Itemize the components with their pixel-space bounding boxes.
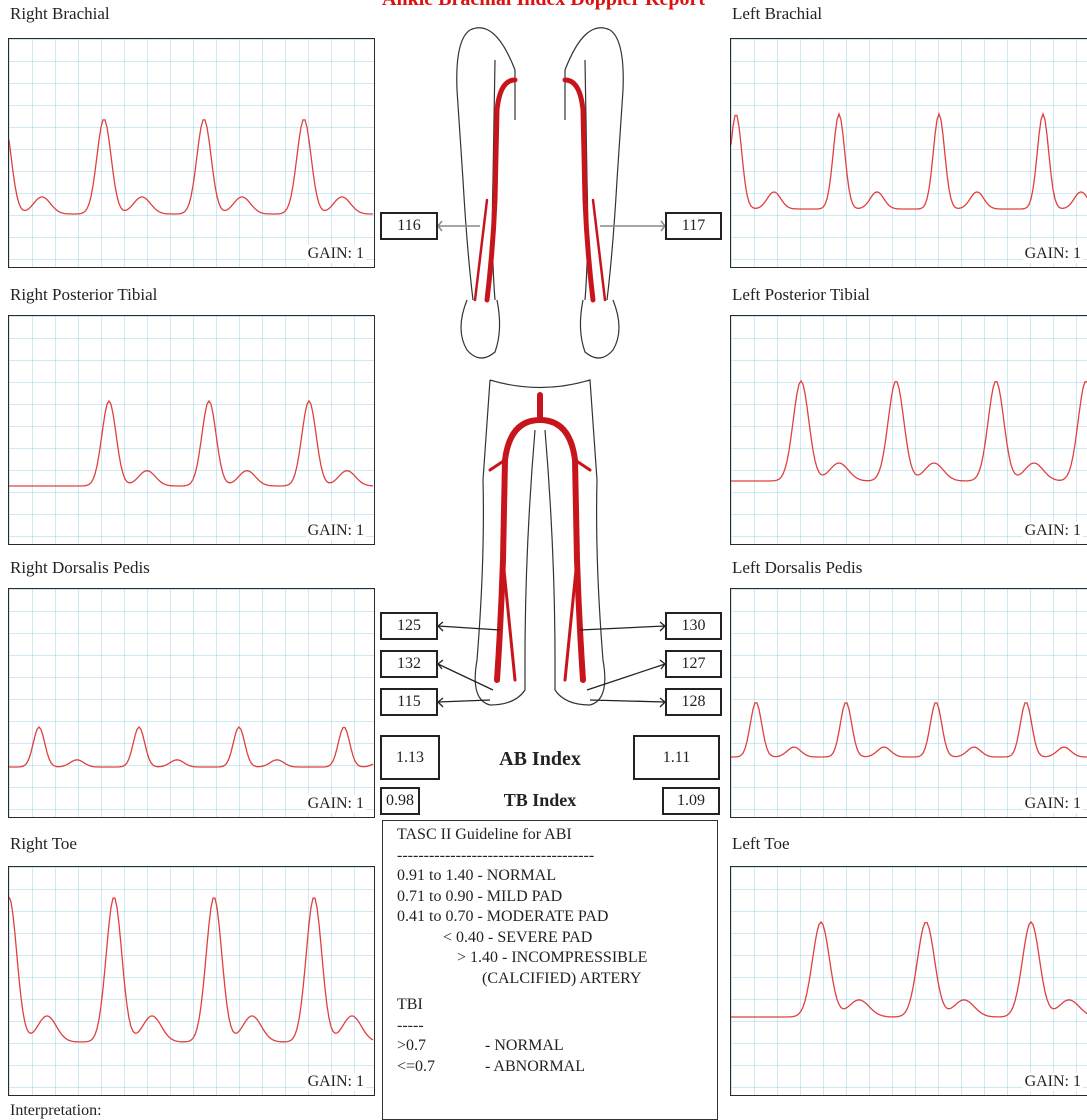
gain-label: GAIN: 1	[305, 795, 366, 813]
waveform	[731, 316, 1087, 544]
panel-label: Right Posterior Tibial	[10, 285, 158, 304]
waveform-panel: GAIN: 1	[8, 315, 375, 545]
waveform-panel: GAIN: 1	[730, 588, 1087, 818]
waveform-trace	[731, 112, 1087, 210]
waveform-panel: GAIN: 1	[730, 38, 1087, 268]
guideline-line: TBI	[397, 996, 423, 1013]
gain-label: GAIN: 1	[1022, 795, 1083, 813]
waveform	[731, 39, 1087, 267]
waveform	[9, 589, 374, 817]
waveform-panel: GAIN: 1	[730, 866, 1087, 1096]
pressure-box: 130	[665, 612, 722, 640]
gain-label: GAIN: 1	[1022, 1073, 1083, 1091]
waveform	[731, 867, 1087, 1095]
grid	[9, 316, 374, 544]
pressure-box: 117	[665, 212, 722, 240]
gain-label: GAIN: 1	[305, 245, 366, 263]
waveform-trace	[731, 920, 1087, 1018]
guideline-line: (CALCIFIED) ARTERY	[482, 969, 642, 987]
grid	[9, 589, 374, 817]
pressure-box: 132	[380, 650, 438, 678]
pressure-box: 125	[380, 612, 438, 640]
guideline-line: TASC II Guideline for ABI	[397, 826, 572, 843]
abi-box: 1.13	[380, 735, 440, 780]
gain-label: GAIN: 1	[305, 1073, 366, 1091]
waveform-trace	[9, 119, 373, 215]
guideline-line: -------------------------------------	[397, 846, 595, 864]
waveform-panel: GAIN: 1	[8, 588, 375, 818]
grid	[731, 589, 1087, 817]
panel-label: Left Toe	[732, 834, 790, 853]
gain-label: GAIN: 1	[305, 522, 366, 540]
panel-label: Left Posterior Tibial	[732, 285, 870, 304]
tbi-cell: >0.7	[397, 1037, 427, 1054]
waveform-panel: GAIN: 1	[8, 866, 375, 1096]
abi-box: 1.11	[633, 735, 720, 780]
abi-label: AB Index	[499, 748, 581, 770]
panel-label: Right Dorsalis Pedis	[10, 558, 150, 577]
grid	[9, 867, 374, 1095]
tbi-row: <=0.7 - ABNORMAL	[397, 1057, 703, 1078]
waveform-panel: GAIN: 1	[8, 38, 375, 268]
interpretation-label: Interpretation:	[10, 1102, 102, 1119]
waveform-trace	[731, 379, 1087, 482]
guideline-line: 0.41 to 0.70 - MODERATE PAD	[397, 908, 609, 925]
waveform-trace	[9, 896, 374, 1043]
grid	[9, 39, 374, 267]
report-title: Ankle Brachial Index Doppler Report	[0, 0, 1087, 11]
waveform-trace	[731, 702, 1087, 758]
pressure-box: 116	[380, 212, 438, 240]
panel-label: Left Dorsalis Pedis	[732, 558, 863, 577]
guideline-line: > 1.40 - INCOMPRESSIBLE	[457, 949, 648, 966]
waveform-trace	[9, 725, 374, 768]
waveform-trace	[9, 399, 374, 487]
tbi-box: 1.09	[662, 787, 720, 815]
pressure-box: 115	[380, 688, 438, 716]
tbi-cell: - NORMAL	[485, 1037, 564, 1054]
pressure-box: 127	[665, 650, 722, 678]
waveform	[9, 316, 374, 544]
tbi-label: TB Index	[503, 790, 577, 810]
tbi-box: 0.98	[380, 787, 420, 815]
pressure-box: 128	[665, 688, 722, 716]
waveform	[9, 39, 374, 267]
waveform	[731, 589, 1087, 817]
guideline-line: < 0.40 - SEVERE PAD	[443, 928, 593, 946]
gain-label: GAIN: 1	[1022, 522, 1083, 540]
tbi-cell: - ABNORMAL	[485, 1057, 586, 1075]
waveform-panel: GAIN: 1	[730, 315, 1087, 545]
grid	[731, 867, 1087, 1095]
grid	[731, 316, 1087, 544]
grid	[731, 39, 1087, 267]
guideline-line: 0.91 to 1.40 - NORMAL	[397, 867, 557, 884]
panel-label: Left Brachial	[732, 4, 823, 23]
panel-label: Right Brachial	[10, 4, 110, 23]
guideline-line: 0.71 to 0.90 - MILD PAD	[397, 887, 563, 905]
tbi-row: >0.7 - NORMAL	[397, 1036, 703, 1057]
panel-label: Right Toe	[10, 834, 77, 853]
guideline-box: TASC II Guideline for ABI ---------------…	[382, 820, 718, 1120]
waveform	[9, 867, 374, 1095]
gain-label: GAIN: 1	[1022, 245, 1083, 263]
tbi-cell: <=0.7	[397, 1057, 436, 1075]
guideline-line: -----	[397, 1016, 424, 1034]
